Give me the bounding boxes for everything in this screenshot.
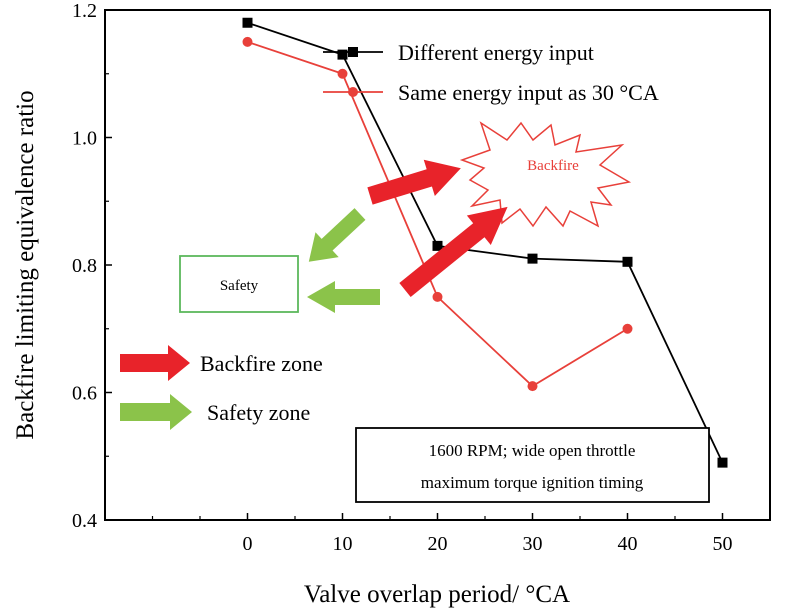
series-layer [242, 17, 728, 468]
conditions-box-frame [355, 427, 710, 503]
series-1-point-3 [527, 253, 538, 264]
zone-legend-backfire-label: Backfire zone [200, 351, 323, 376]
series-1-point-2 [432, 240, 443, 251]
backfire-arrow-lower [399, 206, 508, 297]
x-tick-label-4: 40 [618, 533, 638, 555]
x-tick-label-1: 10 [333, 533, 353, 555]
backfire-burst-label: Backfire [527, 158, 579, 174]
legend: Different energy input Same energy input… [323, 40, 659, 105]
x-axis: 0 10 20 30 40 50 [104, 513, 771, 555]
legend-marker-series-2 [348, 87, 358, 97]
x-tick-label-0: 0 [243, 533, 253, 555]
conditions-line-2: maximum torque ignition timing [421, 473, 644, 492]
y-axis-label: Backfire limiting equivalence ratio [12, 90, 39, 439]
series-1-point-0 [242, 17, 253, 28]
zone-legend: Backfire zone Safety zone [120, 345, 323, 430]
series-2-point-2 [432, 291, 443, 302]
x-tick-label-2: 20 [428, 533, 448, 555]
zone-legend-backfire-arrow [120, 345, 190, 381]
x-tick-label-5: 50 [713, 533, 733, 555]
series-2-point-1 [337, 68, 348, 79]
y-tick-label-3: 1.0 [72, 128, 97, 150]
safety-box-frame [179, 255, 299, 313]
y-tick-label-0: 0.4 [72, 510, 97, 532]
series-2-point-3 [527, 381, 538, 392]
series-2-point-4 [622, 323, 633, 334]
legend-label-series-1: Different energy input [398, 40, 594, 65]
conditions-box: 1600 RPM; wide open throttle maximum tor… [355, 427, 710, 503]
arrows [307, 159, 508, 313]
safety-box: Safety [179, 255, 299, 313]
x-tick-label-3: 30 [523, 533, 543, 555]
series-line-1 [247, 21, 724, 464]
zone-legend-safety-label: Safety zone [207, 400, 310, 425]
legend-label-series-2: Same energy input as 30 °CA [398, 80, 659, 105]
legend-marker-series-1 [348, 47, 358, 57]
y-tick-label-2: 0.8 [72, 255, 97, 277]
series-1-point-5 [717, 457, 728, 468]
series-1-point-1 [337, 49, 348, 60]
series-2-point-0 [242, 36, 253, 47]
safety-arrow-upper [308, 208, 366, 262]
x-axis-label: Valve overlap period/ °CA [304, 581, 570, 608]
safety-box-label: Safety [220, 278, 259, 294]
backfire-burst: Backfire [459, 121, 632, 228]
y-tick-label-4: 1.2 [72, 0, 97, 22]
y-tick-label-1: 0.6 [72, 383, 97, 405]
backfire-arrow-upper [367, 159, 461, 205]
conditions-line-1: 1600 RPM; wide open throttle [429, 441, 636, 460]
safety-arrow-lower [307, 281, 380, 313]
y-axis: 0.4 0.6 0.8 1.0 1.2 [72, 0, 112, 532]
backfire-burst-shape [459, 121, 632, 228]
zone-legend-safety-arrow [120, 394, 192, 430]
series-1-point-4 [622, 256, 633, 267]
